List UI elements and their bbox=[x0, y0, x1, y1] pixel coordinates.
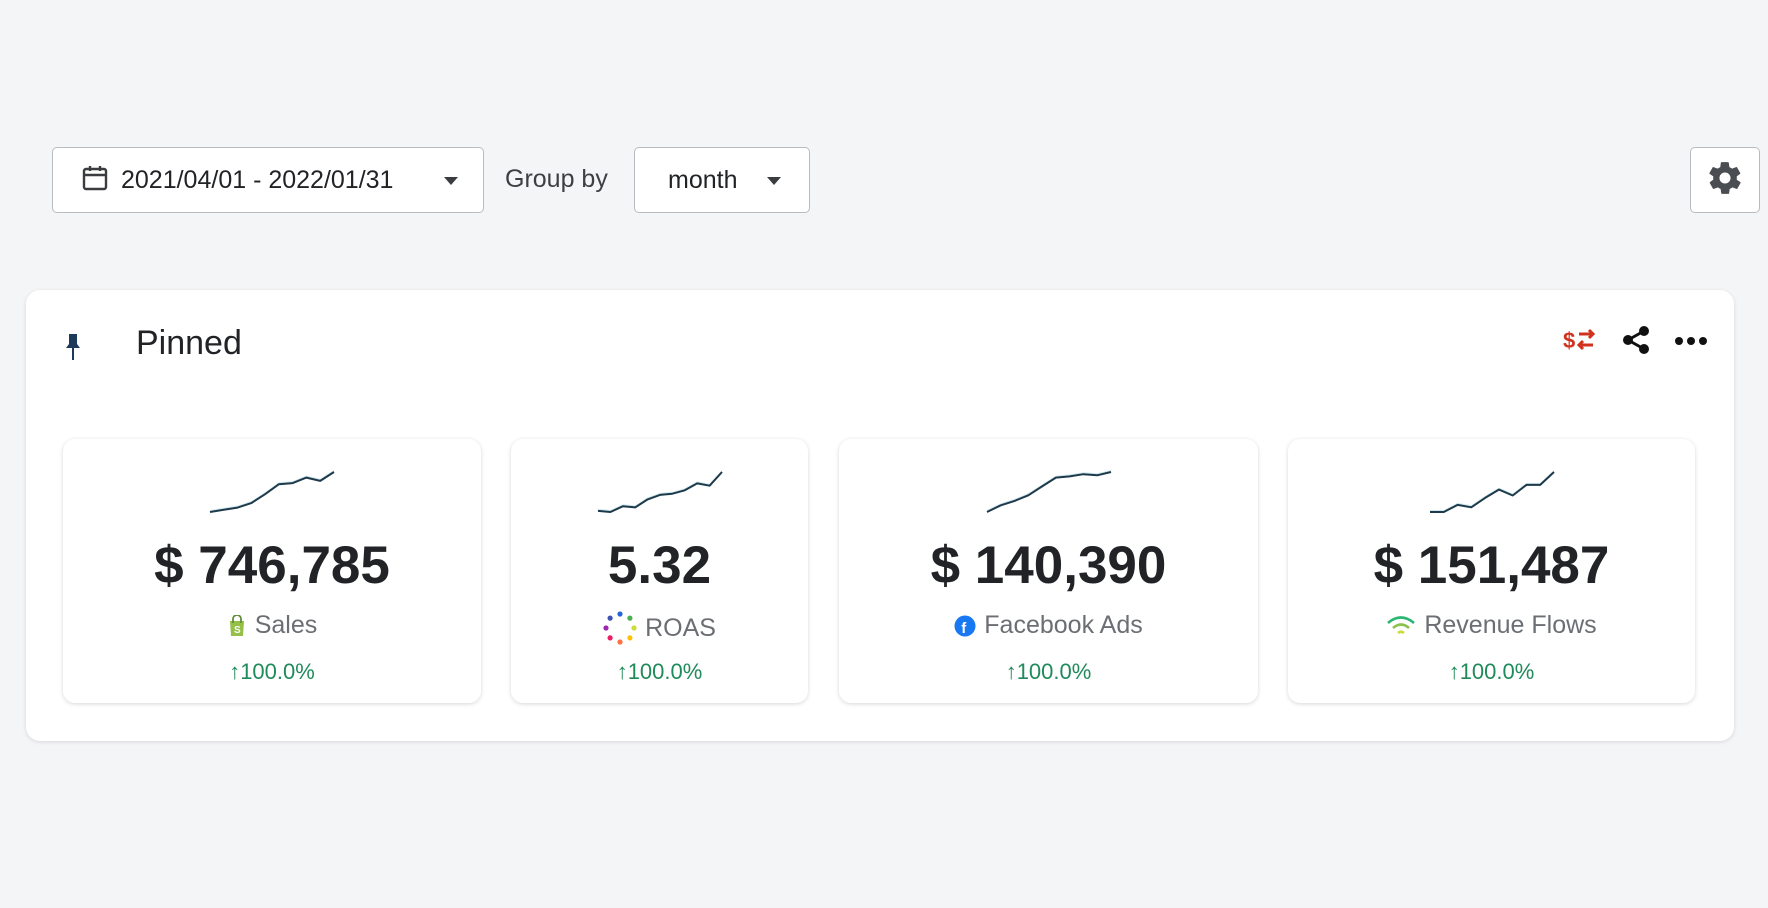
metric-card-sales[interactable]: $ 746,785 S Sales ↑100.0% bbox=[63, 439, 481, 703]
svg-text:$: $ bbox=[1563, 328, 1575, 353]
more-options-button[interactable] bbox=[1673, 324, 1709, 360]
dashboard-toolbar: 2021/04/01 - 2022/01/31 Group by month bbox=[0, 0, 1768, 240]
metric-label: Sales bbox=[254, 611, 318, 639]
sparkline-area bbox=[597, 470, 722, 512]
svg-text:S: S bbox=[234, 625, 241, 636]
metric-value: 5.32 bbox=[607, 536, 712, 595]
metric-change: ↑100.0% bbox=[616, 659, 703, 684]
metric-card-revenue-flows[interactable]: $ 151,487 Revenue Flows ↑100.0% bbox=[1288, 439, 1695, 703]
metric-value: $ 140,390 bbox=[930, 536, 1167, 595]
currency-switch-button[interactable]: $ bbox=[1562, 324, 1598, 360]
currency-switch-icon: $ bbox=[1563, 325, 1597, 360]
share-button[interactable] bbox=[1618, 324, 1654, 360]
date-range-label: 2021/04/01 - 2022/01/31 bbox=[121, 165, 394, 194]
sparkline-area bbox=[210, 470, 334, 512]
roas-sparkline bbox=[597, 470, 723, 513]
shopify-bag-icon: S bbox=[227, 614, 247, 637]
metric-label-row: Revenue Flows bbox=[1288, 611, 1695, 640]
metric-change: ↑100.0% bbox=[229, 659, 315, 684]
metric-label: Facebook Ads bbox=[984, 611, 1143, 639]
chevron-down-icon bbox=[767, 177, 781, 185]
chevron-down-icon bbox=[444, 177, 458, 185]
sparkline-area bbox=[1429, 470, 1554, 512]
facebook-ads-sparkline bbox=[986, 470, 1111, 513]
svg-text:f: f bbox=[961, 620, 967, 637]
more-icon bbox=[1674, 333, 1708, 351]
metric-value: $ 151,487 bbox=[1373, 536, 1610, 595]
signal-icon bbox=[1386, 615, 1416, 637]
revenue-flows-sparkline bbox=[1429, 470, 1555, 513]
settings-button[interactable] bbox=[1690, 147, 1760, 213]
sparkline-line bbox=[597, 471, 723, 513]
share-icon bbox=[1621, 325, 1651, 360]
sparkline-line bbox=[986, 471, 1111, 513]
sparkline-line bbox=[209, 471, 335, 513]
group-by-label: Group by bbox=[505, 165, 608, 193]
sales-sparkline bbox=[209, 470, 335, 513]
metric-card-facebook-ads[interactable]: $ 140,390 f Facebook Ads ↑100.0% bbox=[839, 439, 1258, 703]
metric-label: ROAS bbox=[645, 613, 716, 642]
gear-icon bbox=[1706, 159, 1744, 202]
pin-icon[interactable] bbox=[66, 332, 80, 367]
metric-label-row: f Facebook Ads bbox=[839, 611, 1258, 640]
calendar-icon bbox=[82, 165, 108, 196]
metric-card-roas[interactable]: 5.32 ROAS ↑100.0% bbox=[511, 439, 808, 703]
group-by-value: month bbox=[668, 166, 738, 194]
sparkline-line bbox=[1429, 471, 1555, 513]
panel-title: Pinned bbox=[136, 324, 242, 362]
facebook-icon: f bbox=[954, 615, 976, 637]
metric-change: ↑100.0% bbox=[1005, 659, 1092, 684]
metric-label: Revenue Flows bbox=[1424, 611, 1597, 639]
dots-ring-icon bbox=[603, 611, 637, 645]
metric-change: ↑100.0% bbox=[1448, 659, 1535, 684]
date-range-picker[interactable]: 2021/04/01 - 2022/01/31 bbox=[52, 147, 484, 213]
metric-value: $ 746,785 bbox=[154, 536, 390, 595]
pinned-panel: Pinned $ bbox=[26, 290, 1734, 741]
group-by-select[interactable]: month bbox=[634, 147, 810, 213]
metric-label-row: ROAS bbox=[511, 611, 808, 645]
metric-label-row: S Sales bbox=[63, 611, 481, 640]
sparkline-area bbox=[986, 470, 1111, 512]
